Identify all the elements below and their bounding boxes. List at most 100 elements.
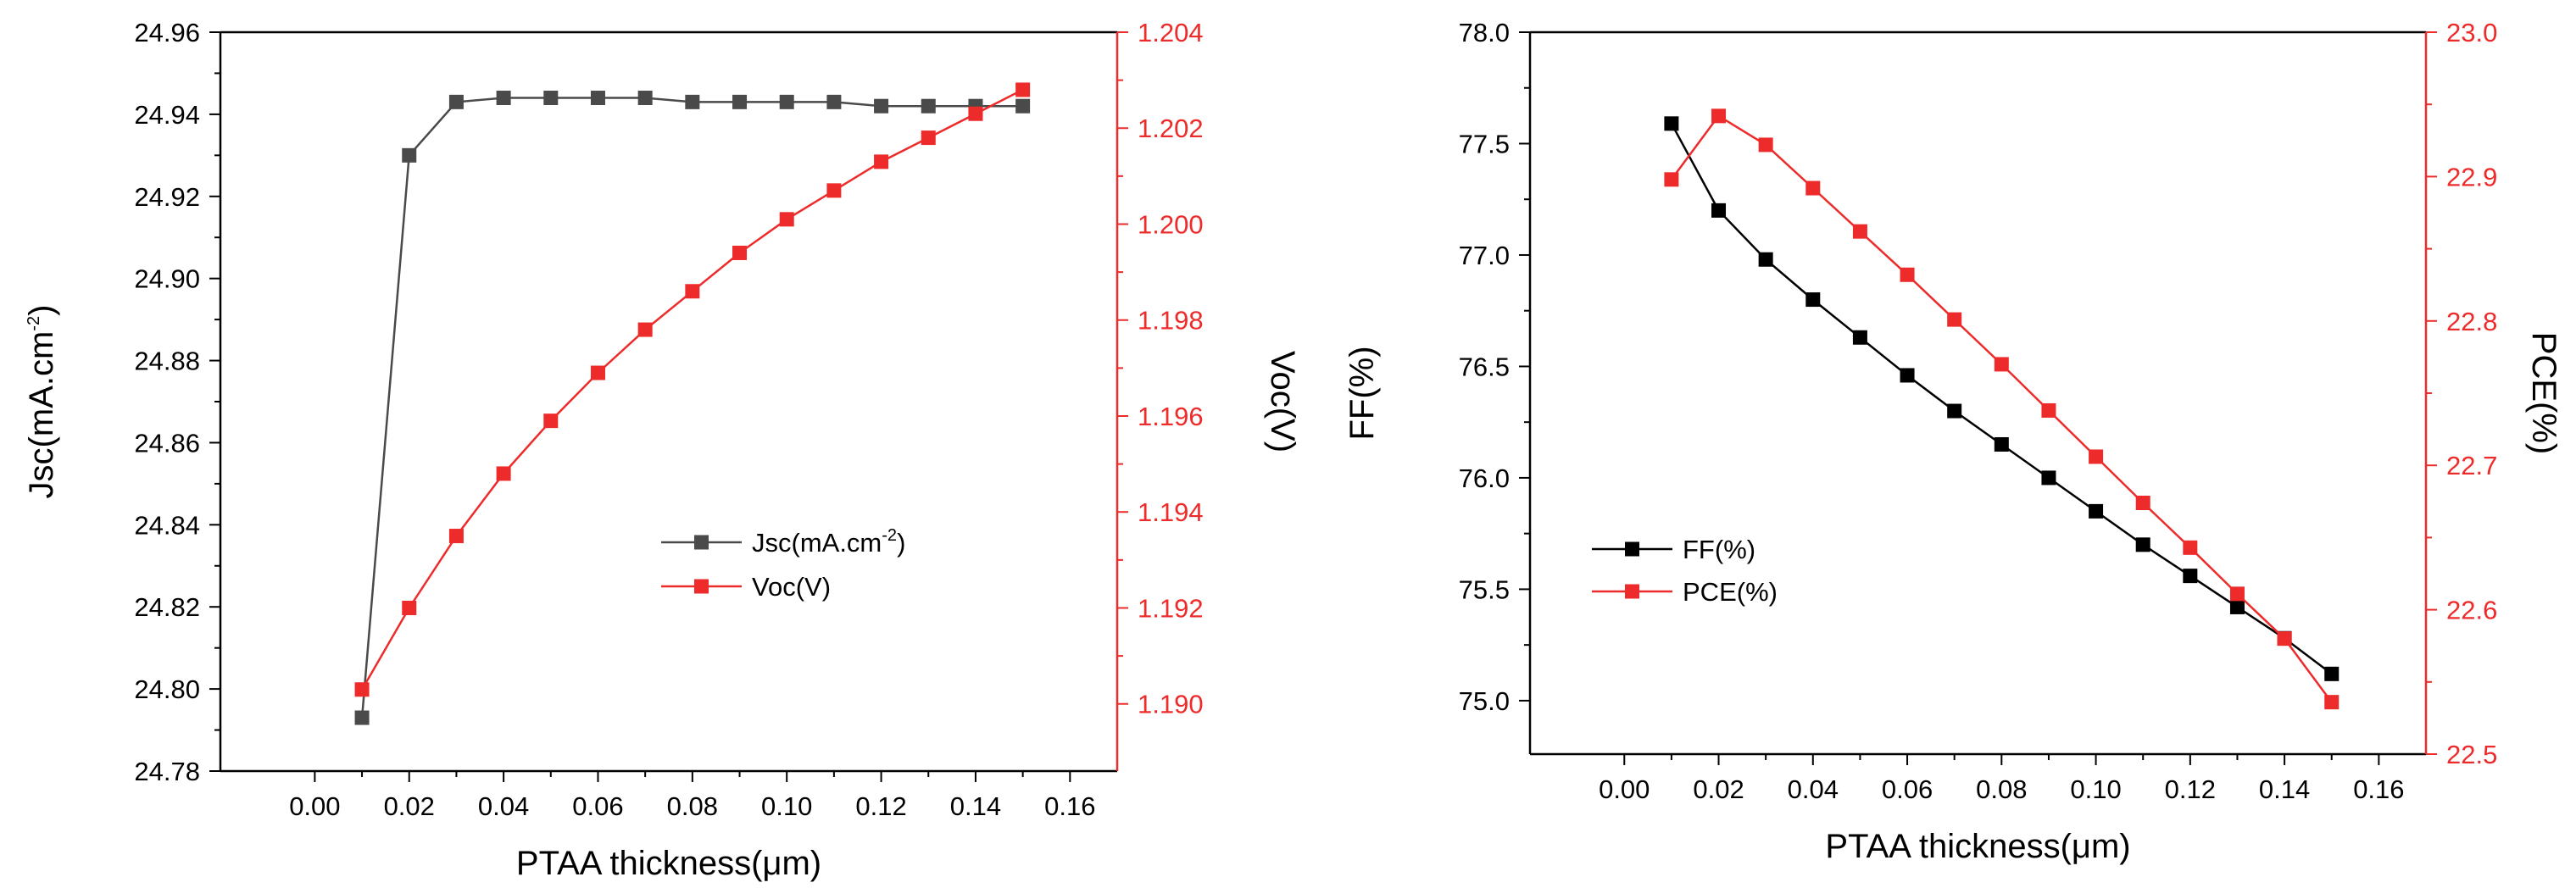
x-tick-label: 0.02 <box>1693 774 1744 804</box>
y-right-tick-label: 1.200 <box>1138 209 1204 239</box>
legend-label-text: Voc(V) <box>752 572 831 602</box>
data-point-jsc <box>921 98 936 114</box>
data-point-jsc <box>496 91 511 106</box>
legend-label-ff: FF(%) <box>1683 535 1755 564</box>
y-left-tick-label: 24.94 <box>134 100 200 130</box>
data-point-pce <box>1900 267 1915 282</box>
y-right-tick-label: 1.204 <box>1138 18 1204 47</box>
x-tick-label: 0.00 <box>289 791 340 821</box>
series-line-voc <box>361 88 1024 691</box>
y-left-tick-label: 24.96 <box>134 18 200 47</box>
y-left-tick-label: 24.82 <box>134 592 200 622</box>
x-tick-label: 0.14 <box>2259 774 2310 804</box>
legend-label-pce: PCE(%) <box>1683 577 1778 607</box>
data-point-voc <box>874 154 889 169</box>
data-point-pce <box>2277 631 2292 647</box>
y-right-tick-label: 22.8 <box>2446 307 2497 336</box>
legend-marker-voc <box>694 579 709 594</box>
data-point-voc <box>685 284 700 299</box>
data-point-ff <box>1852 330 1867 345</box>
data-point-voc <box>921 130 936 146</box>
y-right-tick-label: 23.0 <box>2446 18 2497 47</box>
y-left-tick-label: 75.5 <box>1459 574 1510 604</box>
data-point-ff <box>2135 537 2150 552</box>
y-left-tick-label: 24.90 <box>134 264 200 294</box>
data-point-voc <box>637 322 653 337</box>
y-right-axis-title: PCE(%) <box>2525 332 2562 454</box>
data-point-jsc <box>354 710 370 725</box>
data-point-ff <box>1947 403 1962 419</box>
x-tick-label: 0.16 <box>1044 791 1095 821</box>
y-left-axis-title-sup: -2 <box>25 316 43 331</box>
y-left-axis-title: Jsc(mA.cm-2) <box>23 305 60 499</box>
y-right-tick-label: 1.196 <box>1138 402 1204 431</box>
x-tick-label: 0.08 <box>1976 774 2027 804</box>
y-left-tick-label: 75.0 <box>1459 686 1510 716</box>
data-point-voc <box>779 212 794 227</box>
y-left-tick-label: 77.0 <box>1459 241 1510 270</box>
data-point-pce <box>2135 496 2150 511</box>
y-left-tick-label: 24.88 <box>134 347 200 376</box>
legend-label-sup: -2 <box>882 526 897 545</box>
data-point-voc <box>496 466 511 481</box>
chart-left: 0.00 0.02 0.04 0.06 0.08 0.10 0.12 0.14 0.16 24.7… <box>23 18 1301 882</box>
data-point-pce <box>1711 108 1727 124</box>
data-point-jsc <box>543 91 559 106</box>
y-left-tick-label: 24.84 <box>134 510 200 540</box>
x-tick-label: 0.06 <box>572 791 623 821</box>
y-left-tick-label: 24.78 <box>134 757 200 786</box>
data-point-ff <box>1994 436 2009 452</box>
legend-label-tail: ) <box>897 528 905 558</box>
x-tick-label: 0.10 <box>2070 774 2121 804</box>
data-point-pce <box>1852 224 1867 239</box>
legend-marker-ff <box>1625 541 1639 557</box>
legend-marker-pce <box>1625 584 1639 599</box>
y-left-tick-label: 76.5 <box>1459 352 1510 381</box>
data-point-ff <box>1900 368 1915 383</box>
legend-label-text: FF(%) <box>1683 535 1755 564</box>
y-left-tick-label: 78.0 <box>1459 18 1510 47</box>
y-right-tick-label: 1.194 <box>1138 497 1204 527</box>
data-point-voc <box>402 600 417 615</box>
data-point-jsc <box>779 94 794 109</box>
x-tick-label: 0.02 <box>384 791 435 821</box>
data-point-jsc <box>1015 98 1031 114</box>
legend-label-jsc: Jsc(mA.cm-2) <box>752 526 905 558</box>
data-point-voc <box>354 682 370 697</box>
data-point-voc <box>448 529 464 544</box>
data-point-ff <box>2041 470 2056 486</box>
x-tick-label: 0.16 <box>2353 774 2404 804</box>
data-point-ff <box>1711 203 1727 218</box>
data-point-pce <box>1805 180 1821 196</box>
data-point-jsc <box>732 94 748 109</box>
y-left-tick-label: 77.5 <box>1459 129 1510 158</box>
x-tick-label: 0.12 <box>855 791 906 821</box>
data-point-pce <box>1758 137 1773 153</box>
data-point-jsc <box>402 147 417 163</box>
x-tick-label: 0.04 <box>478 791 529 821</box>
y-left-tick-label: 24.80 <box>134 674 200 704</box>
data-point-jsc <box>590 91 605 106</box>
data-point-jsc <box>826 94 842 109</box>
x-axis-title: PTAA thickness(μm) <box>1825 828 2130 865</box>
data-point-pce <box>2183 540 2198 555</box>
data-point-ff <box>1805 292 1821 308</box>
y-right-axis-title: Voc(V) <box>1264 351 1301 452</box>
y-right-tick-label: 22.9 <box>2446 162 2497 191</box>
y-left-axis-title-text: FF(%) <box>1344 346 1381 440</box>
y-left-axis-title: FF(%) <box>1344 346 1381 440</box>
y-right-tick-label: 1.192 <box>1138 593 1204 623</box>
y-left-tick-label: 76.0 <box>1459 463 1510 493</box>
data-point-ff <box>2229 599 2245 614</box>
legend-label-text: PCE(%) <box>1683 577 1778 607</box>
y-right-tick-label: 22.6 <box>2446 596 2497 625</box>
series-line-jsc <box>360 97 1023 719</box>
data-point-pce <box>2229 586 2245 602</box>
data-point-jsc <box>448 94 464 109</box>
y-left-tick-label: 24.92 <box>134 182 200 212</box>
data-point-jsc <box>874 98 889 114</box>
x-tick-label: 0.08 <box>667 791 718 821</box>
x-tick-label: 0.12 <box>2165 774 2216 804</box>
chart-right: 0.00 0.02 0.04 0.06 0.08 0.10 0.12 0.14 0.16 75.0… <box>1344 18 2562 865</box>
